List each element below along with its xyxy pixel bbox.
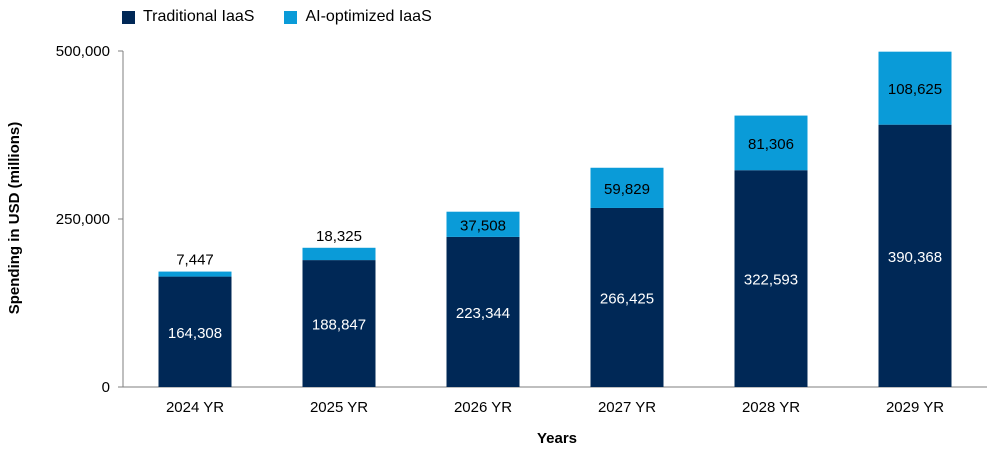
bar-traditional-iaas xyxy=(590,207,664,387)
bar-traditional-iaas xyxy=(302,260,376,387)
data-labels: 164,308 7,447 188,847 18,325 223,344 37,508 26… xyxy=(168,81,942,342)
bar-ai-optimized-iaas xyxy=(590,167,664,208)
bar-traditional-iaas xyxy=(158,276,232,387)
data-label-ai-optimized-iaas: 108,625 xyxy=(888,81,942,98)
bar-ai-optimized-iaas xyxy=(446,211,520,237)
bar-traditional-iaas xyxy=(878,124,952,388)
legend-label-traditional-iaas: Traditional IaaS xyxy=(143,8,255,25)
data-label-ai-optimized-iaas: 7,447 xyxy=(176,252,214,269)
legend-swatch-ai-optimized-iaas xyxy=(284,10,298,24)
axes: 0 250,000 500,000 2024 YR 2025 YR 2026 YR 2027… xyxy=(56,43,987,416)
data-label-ai-optimized-iaas: 59,829 xyxy=(604,181,650,198)
bar-traditional-iaas xyxy=(446,236,520,387)
data-label-ai-optimized-iaas: 18,325 xyxy=(316,228,362,245)
bar-ai-optimized-iaas xyxy=(158,271,232,277)
legend-item-ai-optimized-iaas: AI-optimized IaaS xyxy=(284,8,432,26)
y-axis-label: Spending in USD (millions) xyxy=(6,122,23,315)
y-tick-label: 250,000 xyxy=(56,211,110,228)
data-label-ai-optimized-iaas: 81,306 xyxy=(748,136,794,153)
x-tick-label: 2029 YR xyxy=(886,399,944,416)
bar-ai-optimized-iaas xyxy=(878,51,952,125)
y-tick-label: 0 xyxy=(102,379,110,396)
bar-ai-optimized-iaas xyxy=(734,115,808,171)
data-label-traditional-iaas: 164,308 xyxy=(168,325,222,342)
x-tick-label: 2027 YR xyxy=(598,399,656,416)
legend-item-traditional-iaas: Traditional IaaS xyxy=(122,8,254,26)
data-label-traditional-iaas: 322,593 xyxy=(744,272,798,289)
x-axis-label: Years xyxy=(537,430,577,447)
x-tick-label: 2024 YR xyxy=(166,399,224,416)
y-tick-label: 500,000 xyxy=(56,43,110,60)
legend: Traditional IaaS AI-optimized IaaS xyxy=(122,8,462,26)
data-label-ai-optimized-iaas: 37,508 xyxy=(460,217,506,234)
data-label-traditional-iaas: 390,368 xyxy=(888,249,942,266)
x-tick-label: 2028 YR xyxy=(742,399,800,416)
x-tick-label: 2026 YR xyxy=(454,399,512,416)
data-label-traditional-iaas: 223,344 xyxy=(456,305,510,322)
bar-ai-optimized-iaas xyxy=(302,247,376,261)
bar-traditional-iaas xyxy=(734,170,808,387)
data-label-traditional-iaas: 266,425 xyxy=(600,290,654,307)
bars xyxy=(158,51,952,388)
legend-label-ai-optimized-iaas: AI-optimized IaaS xyxy=(305,8,432,25)
x-tick-label: 2025 YR xyxy=(310,399,368,416)
data-label-traditional-iaas: 188,847 xyxy=(312,317,366,334)
legend-swatch-traditional-iaas xyxy=(122,10,135,24)
